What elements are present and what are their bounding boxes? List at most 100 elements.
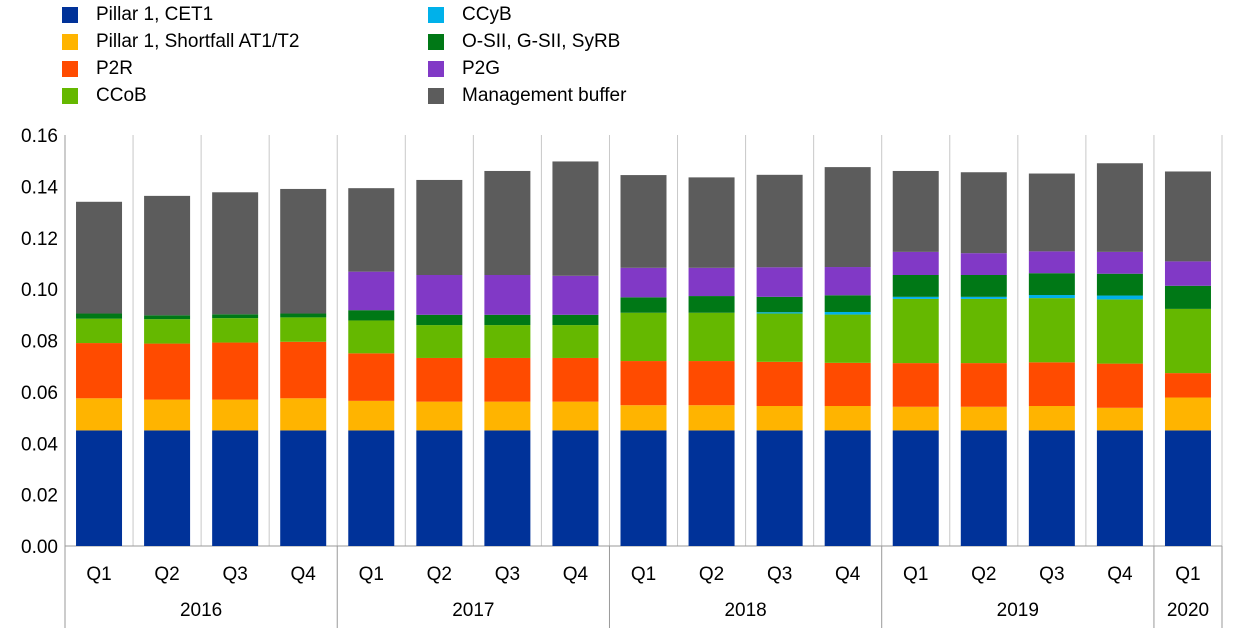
bar-segment [1164,397,1211,431]
bar-segment [1164,261,1211,286]
x-tick-label: Q1 [359,564,384,585]
x-tick-label: Q3 [222,564,247,585]
y-tick-label: 0.00 [21,537,58,558]
x-tick-label: Q3 [767,564,792,585]
legend-item-p2g: P2G [428,56,500,82]
bar-segment [756,296,803,313]
x-tick-label: Q3 [1039,564,1064,585]
bar-segment [76,398,123,431]
bar-segment [552,430,599,546]
legend-label: Management buffer [462,85,627,106]
bar-segment [1096,273,1143,296]
legend-swatch [428,88,444,104]
bar-segment [280,430,327,546]
bar-segment [892,430,939,546]
x-tick-label: Q3 [495,564,520,585]
x-tick-label: Q1 [903,564,928,585]
x-tick-label: Q4 [1107,564,1133,585]
bar-segment [416,179,463,275]
bar-segment [1164,308,1211,374]
bar-segment [1164,285,1211,309]
bar-segment [756,361,803,407]
bar-segment [212,399,259,431]
y-tick-label: 0.04 [21,434,58,455]
y-tick-label: 0.10 [21,280,58,301]
bar-segment [484,314,531,326]
bar-segment [76,318,123,344]
bar-segment [620,312,667,362]
x-tick-label: Q1 [631,564,656,585]
bar-segment [620,361,667,406]
x-tick-label: Q4 [291,564,317,585]
bar-segment [76,313,123,319]
bar-segment [416,314,463,326]
y-tick-label: 0.16 [21,126,58,147]
bar-segment [620,405,667,431]
bar-segment [1164,171,1211,262]
bar-segment [348,310,395,321]
legend-item-pillar1-cet1: Pillar 1, CET1 [62,2,213,28]
bar-segment [756,174,803,268]
bar-segment [892,296,939,299]
bar-segment [892,274,939,297]
bar-layer [76,161,1211,546]
bar-segment [1028,298,1075,363]
bar-segment [824,167,871,268]
legend-label: Pillar 1, CET1 [96,4,214,25]
bar-segment [484,401,531,431]
bar-segment [416,401,463,431]
bar-segment [280,341,327,399]
bar-segment [280,317,327,342]
bar-segment [144,195,191,316]
bar-segment [960,430,1007,546]
bar-segment [824,430,871,546]
y-tick-label: 0.02 [21,486,58,507]
bar-segment [416,325,463,358]
x-tick-label: Q1 [86,564,111,585]
bar-segment [960,274,1007,297]
bar-segment [552,275,599,315]
bar-segment [1164,373,1211,398]
bar-segment [144,315,191,320]
bar-segment [688,405,735,431]
legend-label: O-SII, G-SII, SyRB [462,31,621,52]
bar-segment [824,267,871,296]
bar-segment [756,267,803,297]
bar-segment [1028,273,1075,296]
bar-segment [348,271,395,311]
bar-segment [960,253,1007,275]
bar-segment [76,201,123,314]
bar-segment [348,353,395,401]
label-layer: 0.00 0.02 0.04 0.06 0.08 0.10 0.12 0.14 0.16 Q1 Q2… [21,126,1209,621]
x-tick-label: Q1 [1175,564,1200,585]
year-label: 2018 [724,600,766,621]
bar-segment [892,170,939,252]
legend-swatch [62,88,78,104]
bar-segment [1028,173,1075,252]
bar-segment [552,357,599,402]
bar-segment [756,313,803,362]
y-tick-label: 0.06 [21,383,58,404]
bar-segment [484,170,531,275]
chart-legend: Pillar 1, CET1 Pillar 1, Shortfall AT1/T… [62,2,762,112]
bar-segment [552,401,599,431]
bar-segment [960,296,1007,299]
bar-segment [688,312,735,362]
bar-segment [960,298,1007,364]
bar-segment [416,357,463,402]
bar-segment [144,399,191,431]
bar-segment [212,318,259,343]
legend-swatch [62,61,78,77]
bar-segment [552,161,599,276]
bar-segment [76,343,123,399]
bar-segment [348,430,395,546]
legend-item-p2r: P2R [62,56,133,82]
bar-segment [892,251,939,275]
bar-segment [1096,295,1143,300]
year-label: 2019 [997,600,1039,621]
bar-segment [280,398,327,431]
bar-segment [1096,363,1143,408]
bar-segment [416,274,463,315]
y-tick-label: 0.12 [21,229,58,250]
legend-item-management-buffer: Management buffer [428,83,626,109]
